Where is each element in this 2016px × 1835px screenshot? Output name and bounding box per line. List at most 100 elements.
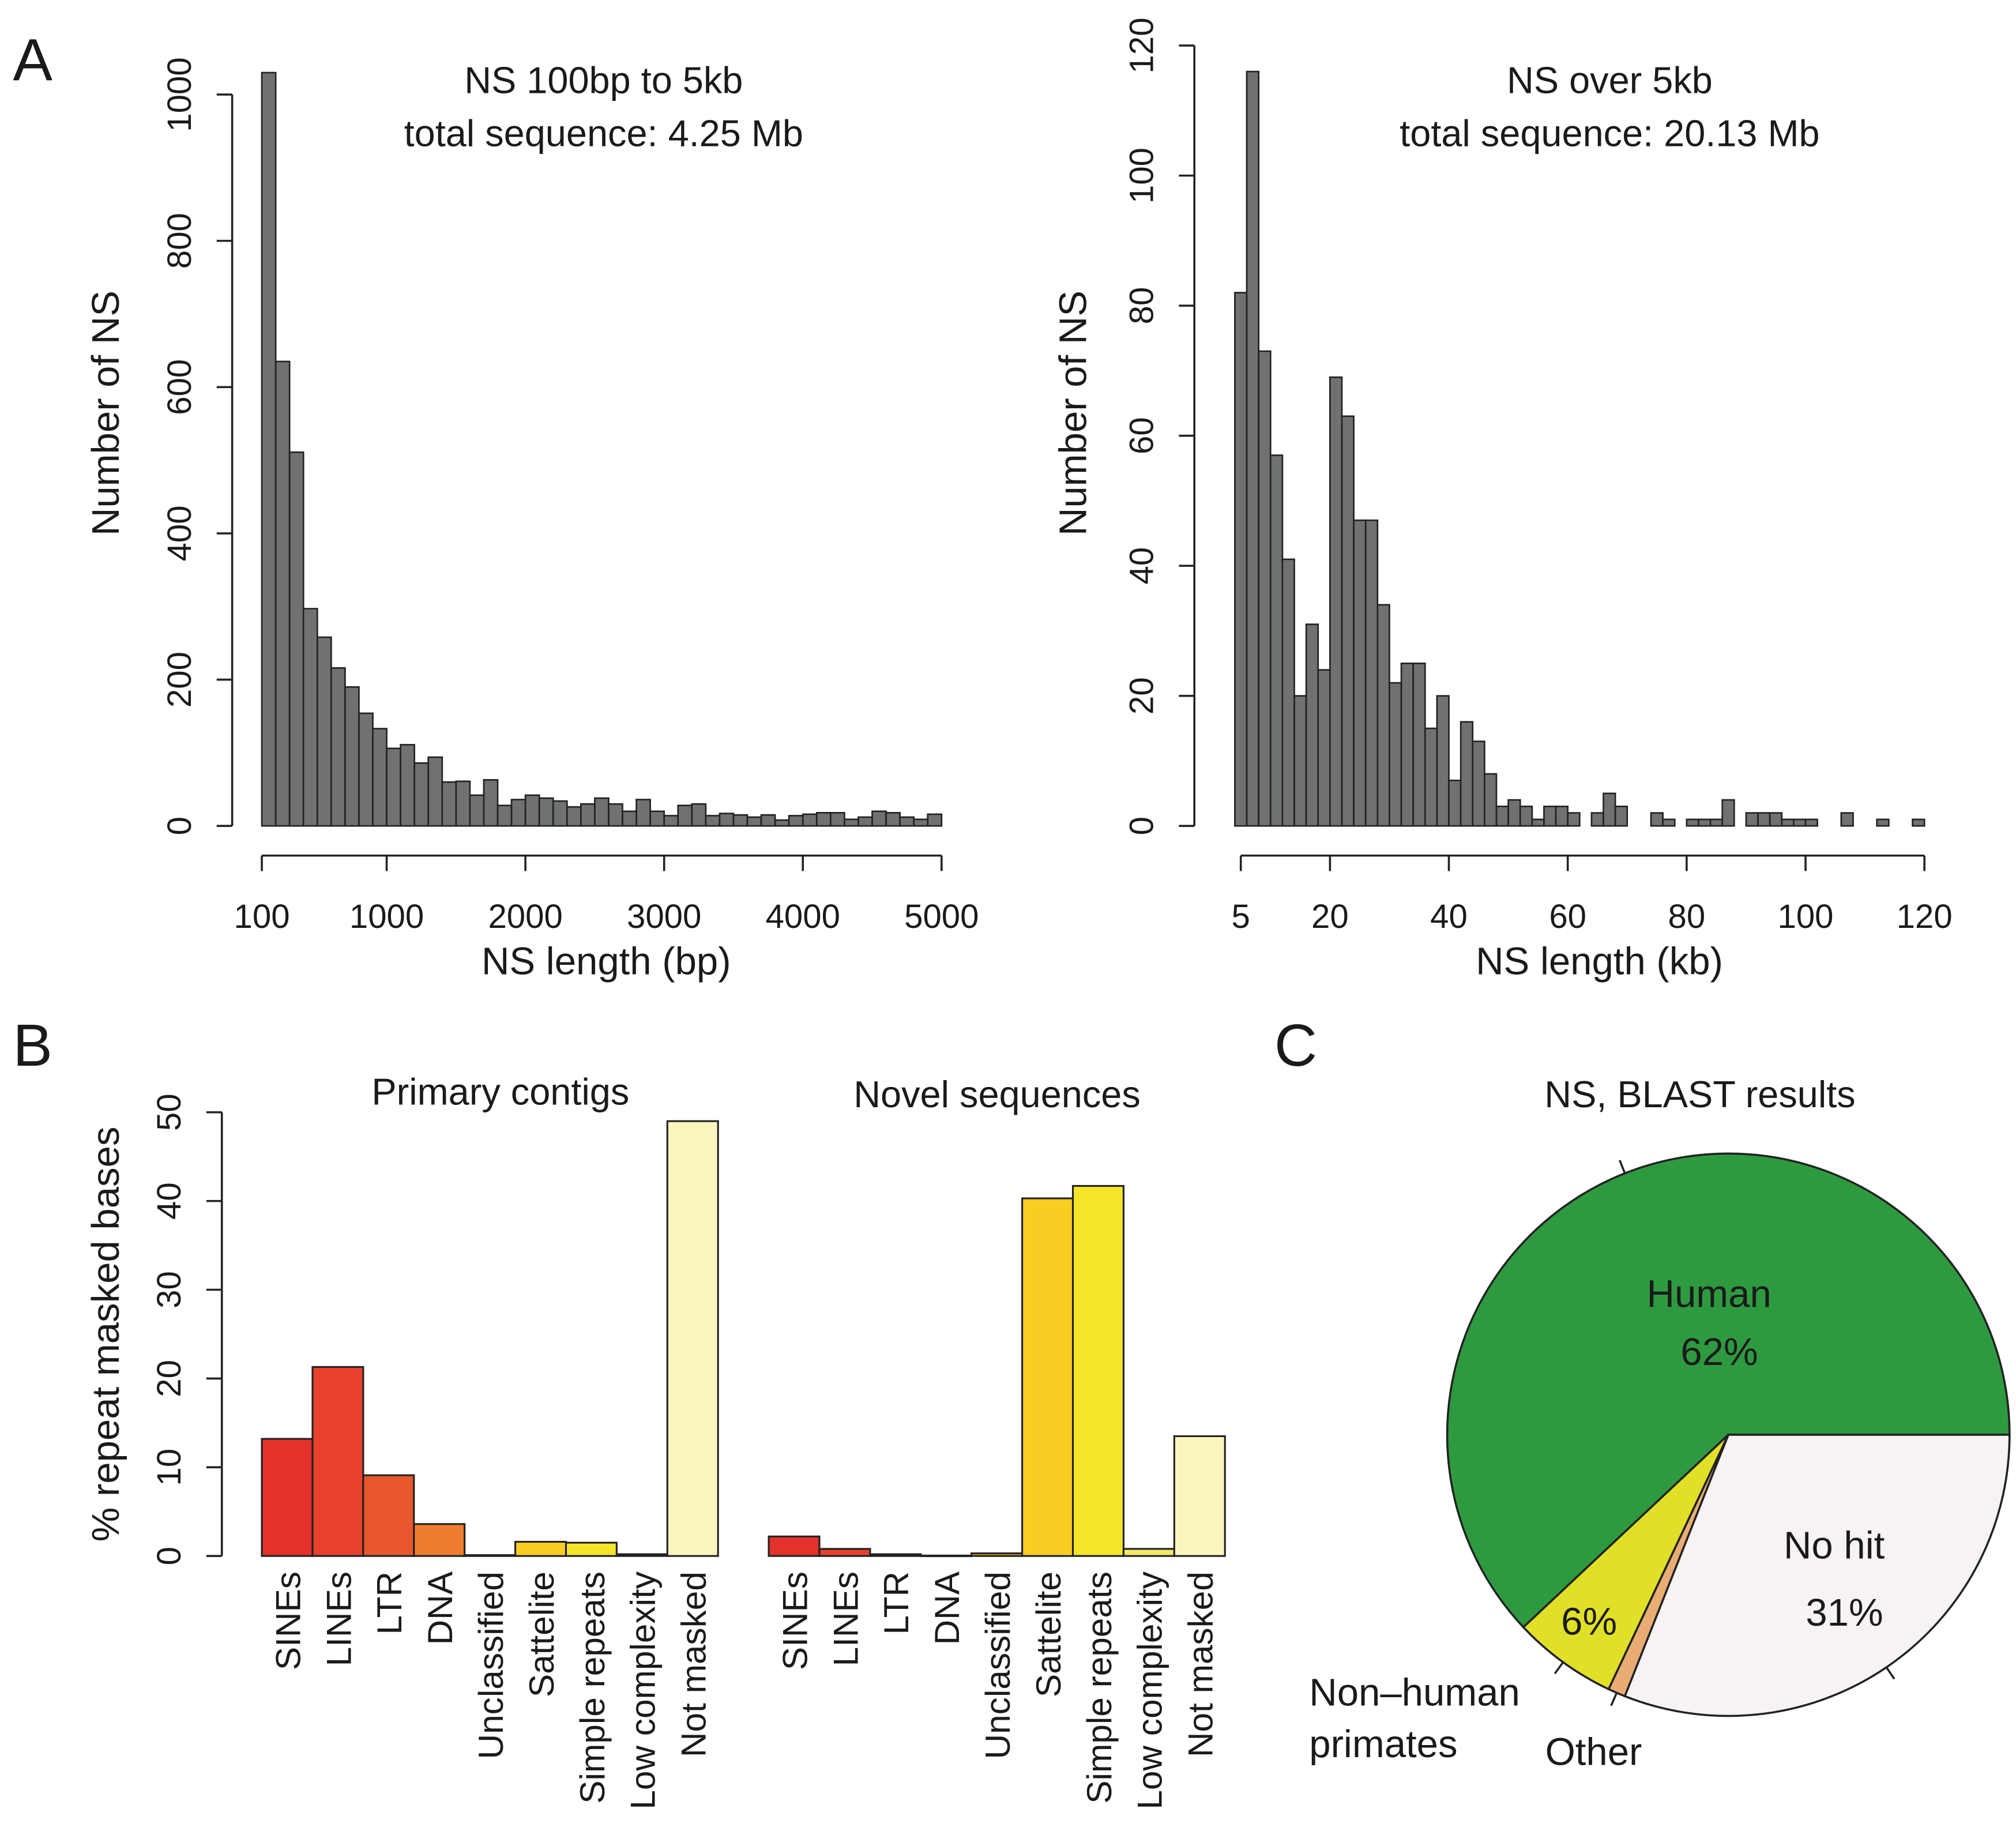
histogram-bar	[469, 794, 485, 827]
x-axis-title: NS length (bp)	[482, 939, 731, 983]
histogram-bar	[1472, 740, 1485, 827]
histogram-bar	[1484, 773, 1498, 827]
histogram-bar	[1341, 415, 1355, 827]
category-label: Unclassified	[471, 1571, 510, 1759]
histogram-bar	[691, 803, 707, 827]
panel-letter-b: B	[13, 1012, 52, 1078]
pie-label: Other	[1545, 1731, 1642, 1774]
y-axis-title: % repeat masked bases	[84, 1127, 127, 1542]
pie-label: Non–human	[1309, 1671, 1520, 1714]
y-tick-label: 40	[1123, 547, 1161, 585]
histogram-bar	[1317, 669, 1331, 827]
histogram-bar	[1234, 292, 1248, 827]
histogram-bar	[566, 806, 582, 827]
bar-sines	[261, 1438, 314, 1557]
histogram-bar	[899, 816, 915, 827]
pie-label-tick	[1619, 1160, 1626, 1174]
histogram-bar	[400, 744, 416, 827]
category-label: Sattelite	[1029, 1571, 1068, 1697]
chart-title-line1: NS 100bp to 5kb	[464, 59, 743, 101]
y-tick-label: 20	[151, 1360, 188, 1397]
pie-label: 31%	[1806, 1591, 1883, 1634]
histogram-bar	[1876, 818, 1890, 827]
chart-title-line1: NS over 5kb	[1507, 59, 1713, 101]
x-tick-label: 120	[1897, 898, 1953, 935]
repeat-bar-chart: Primary contigs Novel sequences % repeat…	[84, 1070, 1226, 1810]
x-tick-label: 5000	[904, 898, 979, 935]
histogram-bar	[510, 799, 526, 827]
histogram-bar	[635, 799, 651, 827]
x-tick-label: 5	[1232, 898, 1250, 935]
bar-sattelite	[514, 1540, 567, 1557]
x-tick-label: 100	[1778, 898, 1834, 935]
x-tick-label: 4000	[766, 898, 840, 935]
histogram-short-ns: NS 100bp to 5kb total sequence: 4.25 Mb …	[84, 57, 979, 983]
panel-letter-a: A	[13, 27, 52, 93]
histogram-bar	[913, 818, 929, 827]
histogram-bar	[1555, 806, 1569, 827]
category-label: Unclassified	[978, 1571, 1017, 1759]
histogram-bar	[372, 728, 388, 827]
histogram-bar	[857, 816, 873, 827]
histogram-bar	[1709, 818, 1724, 827]
histogram-bar	[1614, 806, 1628, 827]
histogram-bar	[1293, 695, 1307, 827]
histogram-bar	[1305, 623, 1319, 827]
histogram-bar	[1745, 812, 1759, 827]
histogram-bar	[580, 803, 596, 827]
histogram-bar	[649, 810, 665, 827]
histogram-bar	[1364, 519, 1379, 827]
histogram-bar	[1840, 812, 1854, 827]
category-label: Sattelite	[522, 1571, 561, 1697]
y-tick-label: 40	[151, 1182, 188, 1220]
histogram-bar	[705, 815, 721, 827]
chart-title-line2: total sequence: 4.25 Mb	[404, 112, 803, 154]
histogram-bar	[622, 810, 637, 827]
histogram-bar	[1721, 799, 1735, 827]
bar-lines	[818, 1548, 871, 1557]
x-tick-label: 1000	[349, 898, 424, 935]
histogram-bar	[1662, 818, 1676, 827]
histogram-bar	[497, 804, 513, 827]
histogram-bar	[1543, 806, 1557, 827]
histogram-bar	[1424, 727, 1438, 827]
x-tick-label: 2000	[488, 898, 562, 935]
histogram-bar	[594, 797, 610, 827]
category-label: LTR	[370, 1571, 409, 1635]
histogram-long-ns: NS over 5kb total sequence: 20.13 Mb NS …	[1051, 17, 1952, 983]
category-label: Not masked	[1181, 1571, 1220, 1757]
y-tick-label: 120	[1123, 17, 1161, 73]
x-tick-label: 60	[1549, 898, 1586, 935]
pie-label: 6%	[1561, 1600, 1617, 1644]
pie-label: No hit	[1784, 1524, 1885, 1567]
histogram-bar	[788, 815, 804, 827]
y-tick-label: 80	[1123, 287, 1161, 325]
histogram-bar	[1246, 70, 1259, 827]
histogram-bar	[483, 779, 499, 827]
x-tick-label: 20	[1311, 898, 1349, 935]
histogram-bar	[1269, 454, 1284, 827]
bar-low-complexity	[615, 1553, 668, 1557]
blast-pie-chart: NS, BLAST results Human 62% 6% No hit 31% Non…	[1309, 1073, 2011, 1774]
histogram-bar	[1436, 695, 1450, 827]
pie-slice	[1446, 1152, 2011, 1629]
histogram-bar	[1757, 812, 1771, 827]
histogram-bar	[1389, 682, 1402, 827]
x-tick-label: 40	[1430, 898, 1468, 935]
category-label: DNA	[927, 1571, 966, 1645]
category-label: LINEs	[826, 1571, 865, 1666]
bar-unclassified	[971, 1552, 1024, 1557]
category-label: Simple repeats	[573, 1571, 612, 1804]
histogram-bar	[746, 816, 762, 827]
y-tick-label: 10	[151, 1449, 188, 1486]
y-tick-label: 0	[151, 1547, 188, 1565]
histogram-bar	[1519, 806, 1533, 827]
bar-not-masked	[666, 1120, 719, 1557]
category-label: Low complexity	[1130, 1571, 1169, 1810]
pie-slice	[1623, 1434, 2011, 1717]
category-label: Not masked	[674, 1571, 713, 1757]
bar-lines	[311, 1366, 364, 1557]
histogram-bar	[455, 780, 471, 827]
category-label: SINEs	[775, 1571, 814, 1670]
